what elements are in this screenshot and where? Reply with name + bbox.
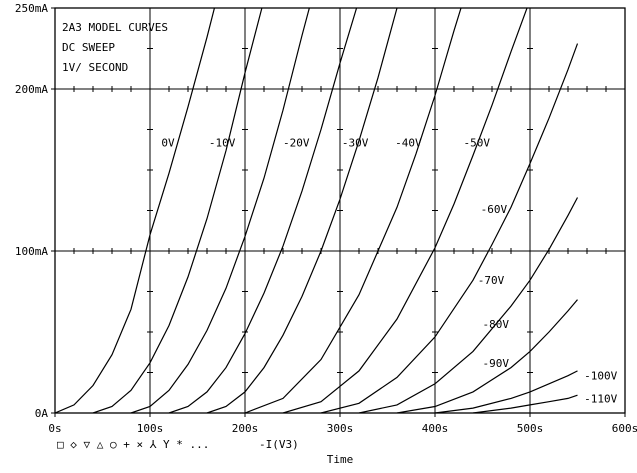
legend-trace: -I(V3) [259,438,299,451]
curve-line [130,8,310,413]
curve-line [358,197,579,413]
curve-label: -20V [283,136,310,149]
legend-symbols: □ ◇ ▽ △ ○ + × ⅄ Y * ... [57,438,209,451]
axis-ticks: 0s 100s 200s 300s 400s 500s 600s 0A 100mA 200mA 25… [15,2,637,435]
annotation-line: DC SWEEP [62,41,115,54]
x-tick-label: 0s [48,422,61,435]
curve-label: -80V [483,318,510,331]
y-tick-label: 0A [35,407,49,420]
curve-label: -70V [478,274,505,287]
curve-line [320,43,579,413]
x-tick-label: 400s [422,422,449,435]
x-tick-label: 300s [327,422,354,435]
x-tick-label: 200s [232,422,259,435]
curve-label: -10V [209,136,236,149]
curve-line [282,8,528,413]
annotation-box: 2A3 MODEL CURVES DC SWEEP 1V/ SECOND [62,21,168,74]
curve-line [396,299,578,413]
curves [55,8,579,413]
y-tick-label: 250mA [15,2,48,15]
x-tick-label: 100s [137,422,164,435]
curve-label: -90V [483,357,510,370]
curve-label: 0V [161,136,175,149]
curve-line [168,8,358,413]
curve-line [206,8,398,413]
curve-line [55,8,216,413]
curve-line [244,8,462,413]
curve-label: -40V [395,136,422,149]
x-tick-label: 600s [612,422,637,435]
x-tick-label: 500s [517,422,544,435]
curve-label: -110V [584,392,617,405]
curve-labels: 0V -10V -20V -30V -40V -50V -60V -70V -80V -90V -1… [161,136,617,405]
curve-label: -100V [584,370,617,383]
curve-label: -50V [464,136,491,149]
curve-line [472,394,578,413]
annotation-line: 1V/ SECOND [62,61,128,74]
curve-label: -30V [342,136,369,149]
curve-label: -60V [481,203,508,216]
y-tick-label: 200mA [15,83,48,96]
y-tick-label: 100mA [15,245,48,258]
gridlines [55,8,625,413]
curve-line [434,370,578,413]
curve-line [92,8,263,413]
legend: □ ◇ ▽ △ ○ + × ⅄ Y * ... -I(V3) [57,438,299,451]
annotation-line: 2A3 MODEL CURVES [62,21,168,34]
x-axis-label: Time [327,453,354,466]
